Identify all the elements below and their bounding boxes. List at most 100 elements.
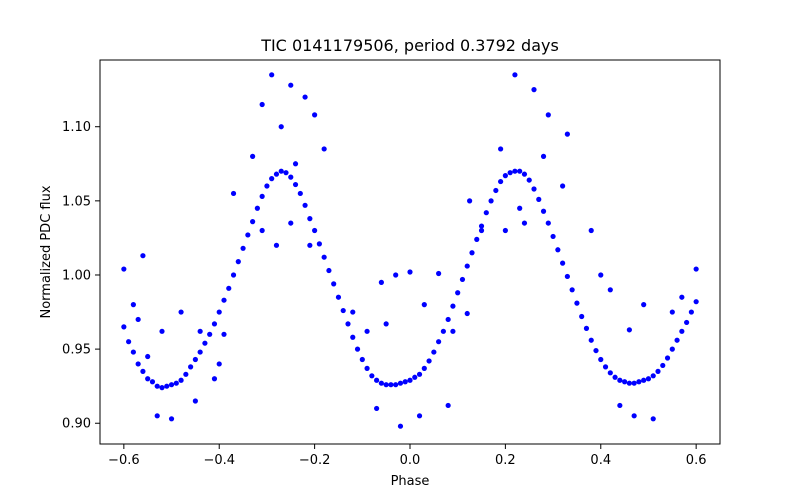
data-point bbox=[574, 300, 580, 306]
data-point bbox=[154, 383, 160, 389]
y-axis-label: Normalized PDC flux bbox=[39, 185, 54, 318]
data-point bbox=[521, 220, 528, 226]
data-point bbox=[674, 337, 680, 343]
data-point bbox=[145, 376, 151, 382]
data-point bbox=[164, 383, 170, 389]
data-point bbox=[416, 371, 423, 377]
data-point bbox=[216, 361, 222, 367]
data-point bbox=[555, 247, 561, 253]
data-point bbox=[207, 331, 213, 337]
data-point bbox=[364, 328, 370, 334]
data-point bbox=[292, 181, 299, 188]
x-tick-label: 0.4 bbox=[590, 453, 611, 468]
data-point bbox=[679, 294, 685, 300]
data-point bbox=[397, 380, 404, 386]
data-point bbox=[350, 334, 356, 340]
data-point bbox=[669, 346, 675, 352]
data-point bbox=[669, 309, 675, 315]
data-point bbox=[607, 370, 613, 376]
data-point bbox=[288, 174, 294, 180]
data-point bbox=[192, 398, 198, 404]
data-point bbox=[540, 153, 547, 159]
data-point bbox=[140, 368, 146, 374]
data-point bbox=[593, 347, 599, 354]
chart-title: TIC 0141179506, period 0.3792 days bbox=[260, 36, 559, 55]
data-point bbox=[455, 290, 461, 296]
data-point bbox=[626, 327, 632, 333]
data-point bbox=[149, 379, 156, 385]
data-point bbox=[569, 287, 575, 293]
data-point bbox=[230, 272, 237, 278]
y-axis-ticks: 0.90 0.95 1.00 1.05 1.10 bbox=[62, 120, 100, 432]
data-point bbox=[445, 316, 451, 323]
y-tick-label: 1.00 bbox=[62, 268, 91, 283]
data-point bbox=[478, 227, 485, 234]
data-point bbox=[588, 337, 594, 343]
data-point bbox=[641, 377, 647, 383]
data-point bbox=[273, 171, 280, 177]
data-point bbox=[364, 365, 370, 371]
data-point bbox=[269, 72, 275, 78]
data-point bbox=[617, 402, 623, 409]
data-point bbox=[531, 87, 537, 93]
data-point bbox=[684, 319, 690, 326]
data-point bbox=[626, 380, 632, 386]
data-point bbox=[502, 227, 508, 234]
x-tick-label: 0.2 bbox=[495, 453, 516, 468]
data-point bbox=[316, 241, 322, 247]
data-point bbox=[121, 324, 127, 330]
data-point bbox=[354, 346, 361, 352]
data-point bbox=[259, 193, 265, 199]
data-point bbox=[374, 405, 380, 412]
data-point bbox=[321, 254, 327, 260]
data-point bbox=[507, 170, 513, 176]
data-point bbox=[416, 413, 423, 419]
data-point bbox=[631, 413, 637, 419]
data-point bbox=[383, 321, 389, 327]
data-point bbox=[135, 361, 141, 367]
data-point bbox=[250, 219, 256, 225]
data-point bbox=[397, 423, 404, 429]
data-point bbox=[273, 242, 280, 248]
x-tick-label: −0.6 bbox=[108, 453, 140, 468]
data-point bbox=[488, 198, 494, 204]
data-point bbox=[383, 382, 389, 388]
data-point bbox=[378, 380, 384, 386]
data-point bbox=[183, 371, 189, 377]
data-point bbox=[564, 131, 570, 137]
data-point bbox=[512, 72, 518, 78]
data-point bbox=[221, 331, 227, 337]
data-point bbox=[450, 303, 456, 309]
data-point bbox=[560, 260, 566, 266]
data-point bbox=[145, 353, 151, 360]
data-point bbox=[350, 309, 356, 315]
x-axis-ticks: −0.6 −0.4 −0.2 0.0 0.2 0.4 0.6 bbox=[108, 444, 706, 468]
data-point bbox=[197, 349, 203, 355]
x-tick-label: −0.4 bbox=[203, 453, 235, 468]
data-point bbox=[126, 339, 132, 345]
data-point bbox=[135, 316, 141, 323]
x-tick-label: −0.2 bbox=[299, 453, 331, 468]
data-point bbox=[230, 190, 237, 197]
data-point bbox=[326, 267, 332, 274]
data-point bbox=[211, 321, 218, 327]
data-point bbox=[159, 328, 165, 334]
data-point bbox=[431, 349, 437, 355]
data-point bbox=[412, 374, 418, 380]
data-point bbox=[307, 216, 313, 222]
data-point bbox=[607, 287, 613, 293]
data-point bbox=[374, 377, 380, 383]
data-point bbox=[560, 183, 566, 189]
data-point bbox=[250, 153, 256, 159]
data-point bbox=[436, 339, 442, 345]
data-point bbox=[297, 190, 303, 197]
data-point bbox=[202, 340, 208, 346]
data-point bbox=[579, 313, 585, 320]
data-point bbox=[517, 205, 523, 211]
data-point bbox=[602, 364, 609, 370]
y-tick-label: 0.90 bbox=[62, 417, 91, 432]
data-point bbox=[130, 302, 136, 308]
data-point bbox=[331, 281, 337, 287]
data-point bbox=[159, 385, 165, 391]
